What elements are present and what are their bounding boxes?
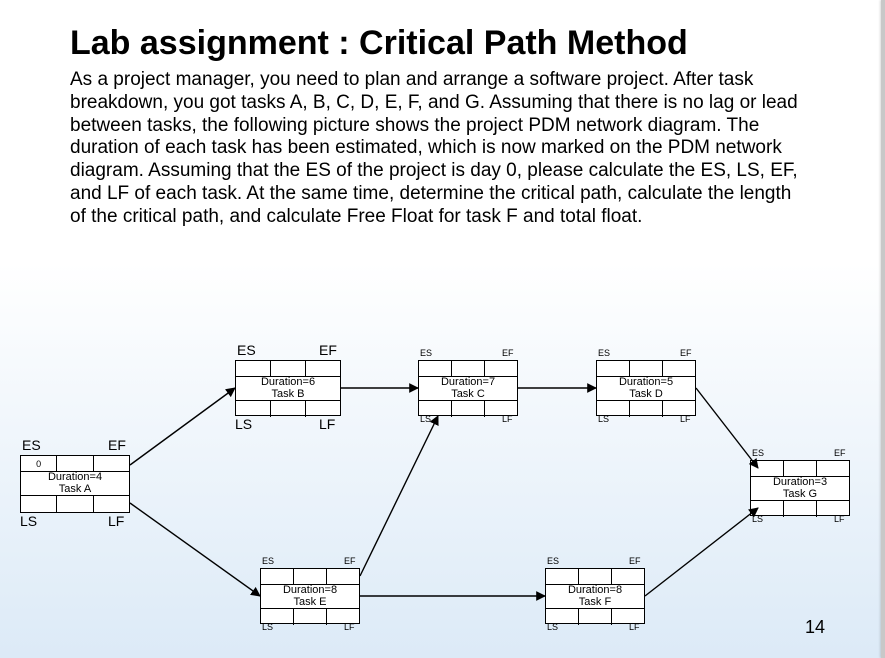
page-number: 14 [805,617,825,638]
body-paragraph: As a project manager, you need to plan a… [70,69,810,229]
page-title: Lab assignment : Critical Path Method [70,24,815,63]
slide: Lab assignment : Critical Path Method As… [0,0,885,658]
slide-right-edge [881,0,885,658]
